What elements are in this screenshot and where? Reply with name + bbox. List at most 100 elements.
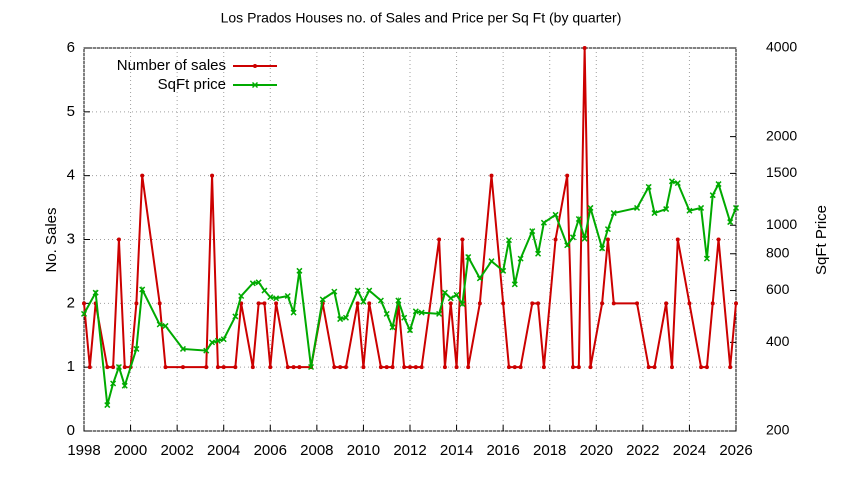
point bbox=[221, 365, 226, 370]
point bbox=[652, 365, 657, 370]
point bbox=[80, 310, 88, 317]
point bbox=[104, 402, 111, 409]
point bbox=[232, 313, 239, 320]
point bbox=[133, 345, 140, 352]
point bbox=[395, 297, 402, 304]
point bbox=[698, 204, 705, 211]
point bbox=[716, 237, 721, 242]
x-tick-label: 2002 bbox=[160, 442, 193, 459]
point bbox=[645, 183, 652, 190]
point bbox=[564, 242, 571, 249]
point bbox=[442, 365, 447, 370]
point bbox=[308, 363, 315, 371]
x-tick-label: 2016 bbox=[486, 442, 519, 459]
point bbox=[466, 365, 471, 370]
point bbox=[250, 365, 255, 370]
point bbox=[255, 279, 262, 286]
point bbox=[576, 365, 581, 370]
point bbox=[441, 289, 448, 296]
point bbox=[704, 365, 709, 370]
point bbox=[238, 292, 245, 300]
y2-tick-label: 400 bbox=[766, 333, 790, 349]
y-axis-label: No. Sales bbox=[43, 207, 60, 272]
point bbox=[274, 301, 279, 306]
point bbox=[699, 365, 704, 370]
point bbox=[728, 365, 733, 370]
series-line bbox=[83, 180, 737, 406]
point bbox=[686, 207, 693, 214]
point bbox=[610, 210, 617, 217]
y-tick-label: 0 bbox=[67, 422, 75, 439]
point bbox=[634, 204, 641, 211]
x-tick-label: 2020 bbox=[580, 442, 613, 459]
point bbox=[687, 301, 692, 306]
point bbox=[459, 300, 466, 308]
point bbox=[92, 289, 99, 296]
point bbox=[477, 301, 482, 306]
x-tick-label: 2024 bbox=[673, 442, 706, 459]
point bbox=[489, 173, 494, 178]
point bbox=[342, 314, 349, 321]
point bbox=[552, 211, 559, 218]
legend-label: SqFt price bbox=[158, 76, 226, 93]
point bbox=[709, 192, 716, 199]
point bbox=[233, 365, 238, 370]
legend-marker bbox=[253, 64, 257, 68]
x-tick-label: 2022 bbox=[626, 442, 659, 459]
point bbox=[453, 291, 460, 298]
x-tick-label: 2026 bbox=[719, 442, 752, 459]
point bbox=[401, 314, 408, 321]
point bbox=[460, 237, 465, 242]
point bbox=[261, 287, 268, 294]
point bbox=[82, 301, 86, 306]
point bbox=[501, 301, 506, 306]
point bbox=[500, 267, 507, 274]
point bbox=[204, 365, 209, 370]
y2-tick-label: 800 bbox=[766, 244, 790, 260]
point bbox=[296, 267, 303, 274]
point bbox=[581, 235, 588, 242]
point bbox=[732, 204, 740, 211]
point bbox=[209, 339, 216, 346]
point bbox=[600, 301, 605, 306]
point bbox=[571, 365, 575, 370]
point bbox=[540, 219, 547, 226]
point bbox=[506, 365, 511, 370]
point bbox=[664, 301, 669, 306]
point bbox=[406, 327, 414, 334]
point bbox=[488, 258, 495, 265]
point bbox=[378, 365, 383, 370]
point bbox=[87, 365, 92, 370]
point bbox=[383, 310, 390, 317]
point bbox=[727, 219, 734, 226]
y2-axis-label: SqFt Price bbox=[813, 205, 830, 275]
point bbox=[674, 180, 681, 187]
point bbox=[582, 46, 587, 50]
point bbox=[134, 301, 139, 306]
point bbox=[267, 294, 274, 301]
point bbox=[703, 255, 710, 262]
point bbox=[343, 365, 348, 370]
x-tick-label: 1998 bbox=[67, 442, 100, 459]
point bbox=[541, 365, 546, 370]
x-tick-label: 2018 bbox=[533, 442, 566, 459]
point bbox=[122, 365, 127, 370]
x-tick-label: 2006 bbox=[254, 442, 287, 459]
point bbox=[476, 275, 483, 282]
point bbox=[447, 295, 454, 302]
point bbox=[517, 255, 524, 262]
point bbox=[669, 365, 674, 370]
point bbox=[663, 206, 670, 213]
legend-marker bbox=[251, 81, 259, 89]
point bbox=[646, 365, 651, 370]
point bbox=[332, 365, 337, 370]
point bbox=[179, 345, 186, 352]
point bbox=[635, 301, 640, 306]
point bbox=[297, 365, 302, 370]
point bbox=[163, 365, 168, 370]
point bbox=[367, 301, 372, 306]
point bbox=[715, 181, 722, 188]
point bbox=[668, 178, 675, 185]
point bbox=[611, 301, 616, 306]
